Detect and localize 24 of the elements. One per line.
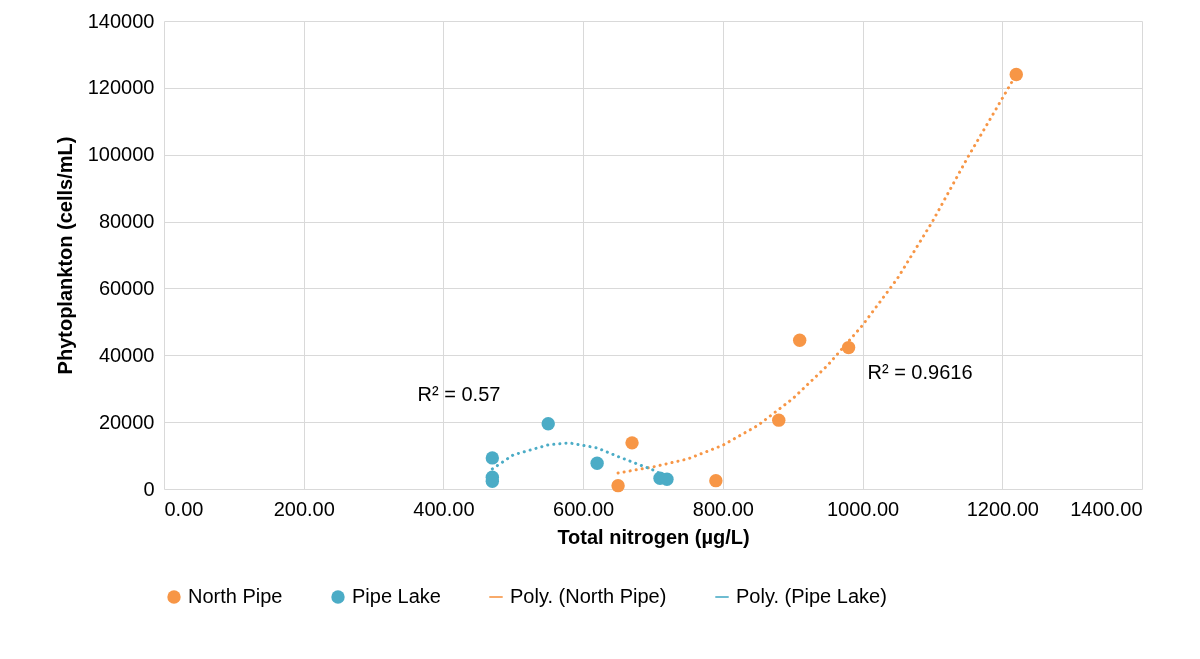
y-tick-label: 120000 bbox=[87, 76, 155, 99]
y-tick-label: 140000 bbox=[87, 9, 155, 32]
y-tick-label: 0 bbox=[143, 477, 155, 500]
x-tick-label: 800.00 bbox=[692, 497, 754, 520]
x-tick-label: 600.00 bbox=[553, 497, 615, 520]
x-tick-label: 1200.00 bbox=[966, 497, 1039, 520]
y-tick-label: 60000 bbox=[98, 276, 155, 299]
legend-label: North Pipe bbox=[188, 585, 283, 607]
y-tick-label: 100000 bbox=[87, 143, 155, 166]
x-axis-title: Total nitrogen (µg/L) bbox=[557, 525, 750, 548]
x-tick-label: 1400.00 bbox=[1070, 497, 1143, 520]
y-axis-title: Phytoplankton (cells/mL) bbox=[53, 136, 76, 375]
x-tick-label: 400.00 bbox=[413, 497, 475, 520]
y-tick-label: 40000 bbox=[98, 343, 155, 366]
x-tick-label: 0.00 bbox=[164, 497, 204, 520]
legend-label: Pipe Lake bbox=[352, 585, 441, 607]
y-tick-label: 20000 bbox=[98, 410, 155, 433]
legend-label: Poly. (North Pipe) bbox=[510, 585, 667, 607]
annotation: R² = 0.57 bbox=[417, 383, 501, 405]
x-tick-label: 200.00 bbox=[273, 497, 335, 520]
annotation: R² = 0.9616 bbox=[867, 361, 973, 383]
x-tick-label: 1000.00 bbox=[826, 497, 900, 520]
y-tick-label: 80000 bbox=[98, 210, 155, 233]
legend-label: Poly. (Pipe Lake) bbox=[736, 585, 887, 607]
